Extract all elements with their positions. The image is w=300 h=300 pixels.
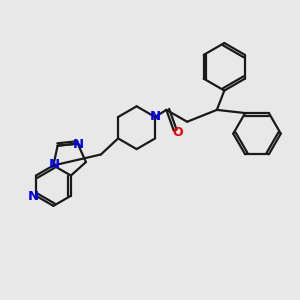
- Text: N: N: [150, 110, 161, 123]
- Text: N: N: [73, 138, 84, 151]
- Text: N: N: [48, 158, 60, 171]
- Text: N: N: [28, 190, 39, 203]
- Text: O: O: [172, 126, 183, 139]
